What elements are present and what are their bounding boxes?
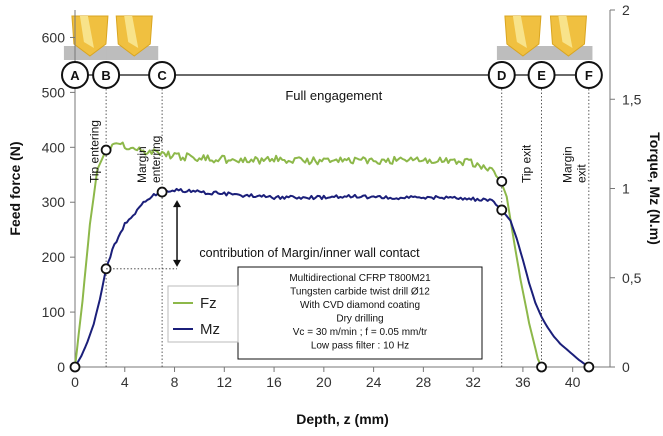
data-point-marker <box>69 361 81 373</box>
phase-label: D <box>497 68 506 83</box>
y-tick-label: 500 <box>42 84 66 100</box>
annotation-full-engagement: Full engagement <box>285 88 382 103</box>
phase-circle <box>487 61 516 89</box>
x-tick-label: 40 <box>565 374 581 390</box>
info-box: Multidirectional CFRP T800M21 Tungsten ca… <box>237 266 483 360</box>
y2-tick-label: 1 <box>622 181 630 197</box>
y-tick-label: 0 <box>57 359 65 375</box>
data-point-marker <box>496 175 508 187</box>
info-box-line: Dry drilling <box>336 314 383 325</box>
drill-highlight-icon <box>558 16 573 48</box>
y-tick-label: 200 <box>42 249 66 265</box>
legend-label-Mz: Mz <box>200 321 220 338</box>
x-tick-label: 32 <box>465 374 481 390</box>
y-tick-label: 300 <box>42 194 66 210</box>
drill-icons <box>63 15 593 60</box>
info-box-line: With CVD diamond coating <box>300 300 420 311</box>
x-tick-label: 8 <box>171 374 179 390</box>
data-point-marker <box>583 361 595 373</box>
phase-circle <box>527 61 556 89</box>
y2-tick-label: 2 <box>622 2 630 18</box>
annotation-contribution: contribution of Margin/inner wall contac… <box>199 246 420 260</box>
annotation-margin-exit: Marginexit <box>560 146 588 183</box>
y-tick-label: 100 <box>42 304 66 320</box>
phase-guides: A B C D E F <box>61 61 603 367</box>
annotations: Tip entering Marginenterring Tip exit Margi… <box>88 88 588 270</box>
data-point-marker <box>100 144 112 156</box>
x-tick-label: 0 <box>71 374 79 390</box>
annotation-tip-exit: Tip exit <box>519 144 533 183</box>
x-tick-label: 4 <box>121 374 129 390</box>
data-point-marker <box>536 361 547 373</box>
x-tick-label: 20 <box>316 374 332 390</box>
y-axis-title: Feed force (N) <box>7 141 23 235</box>
y2-tick-label: 0 <box>622 359 630 375</box>
arrow-head-up <box>173 200 182 208</box>
y-tick-label: 400 <box>42 139 66 155</box>
drill-highlight-icon <box>79 16 94 48</box>
series-line-Fz <box>74 141 543 368</box>
drill-icon <box>540 15 593 60</box>
legend: Fz Mz <box>167 285 239 343</box>
markers <box>69 144 595 373</box>
y2-tick-label: 0,5 <box>622 270 642 286</box>
ticks: 0 4 8 12 16 20 24 28 32 36 40010020030040050060000… <box>42 2 642 390</box>
legend-frame <box>167 285 239 343</box>
y-tick-label: 600 <box>42 29 66 45</box>
y2-axis-title: Torque, Mz (N.m) <box>647 132 663 245</box>
x-axis-title: Depth, z (mm) <box>296 411 389 427</box>
phase-circle <box>61 61 89 89</box>
phase-circle <box>574 61 603 89</box>
axis-titles: Feed force (N) Torque, Mz (N.m) Depth, z (… <box>7 132 663 427</box>
info-box-line: Vc = 30 m/min ; f = 0.05 mm/tr <box>293 327 428 338</box>
phase-label: F <box>585 68 593 83</box>
info-box-line: Tungsten carbide twist drill Ø12 <box>290 287 430 298</box>
x-tick-label: 24 <box>366 374 382 390</box>
arrow-head-down <box>173 259 182 267</box>
x-tick-label: 28 <box>416 374 432 390</box>
data-point-marker <box>156 186 168 198</box>
info-box-frame <box>237 266 483 360</box>
phase-label: C <box>157 68 167 83</box>
data-point-marker <box>496 204 508 216</box>
annotation-tip-entering: Tip entering <box>88 120 102 183</box>
phase-circle <box>92 61 121 89</box>
drill-icon <box>106 15 159 60</box>
x-tick-label: 16 <box>266 374 282 390</box>
info-box-line: Multidirectional CFRP T800M21 <box>289 273 431 284</box>
annotation-margin-entering: Marginenterring <box>135 136 163 183</box>
x-tick-label: 36 <box>515 374 531 390</box>
drill-icon <box>496 15 549 60</box>
drill-icon <box>63 15 116 60</box>
phase-circle <box>148 61 177 89</box>
phase-label: B <box>101 68 110 83</box>
drill-highlight-icon <box>512 16 527 48</box>
phase-label: A <box>70 68 80 83</box>
info-box-line: Low pass filter : 10 Hz <box>311 341 409 352</box>
legend-label-Fz: Fz <box>200 295 217 312</box>
phase-label: E <box>537 68 546 83</box>
x-tick-label: 12 <box>217 374 233 390</box>
y2-tick-label: 1,5 <box>622 91 642 107</box>
drill-highlight-icon <box>124 16 139 48</box>
